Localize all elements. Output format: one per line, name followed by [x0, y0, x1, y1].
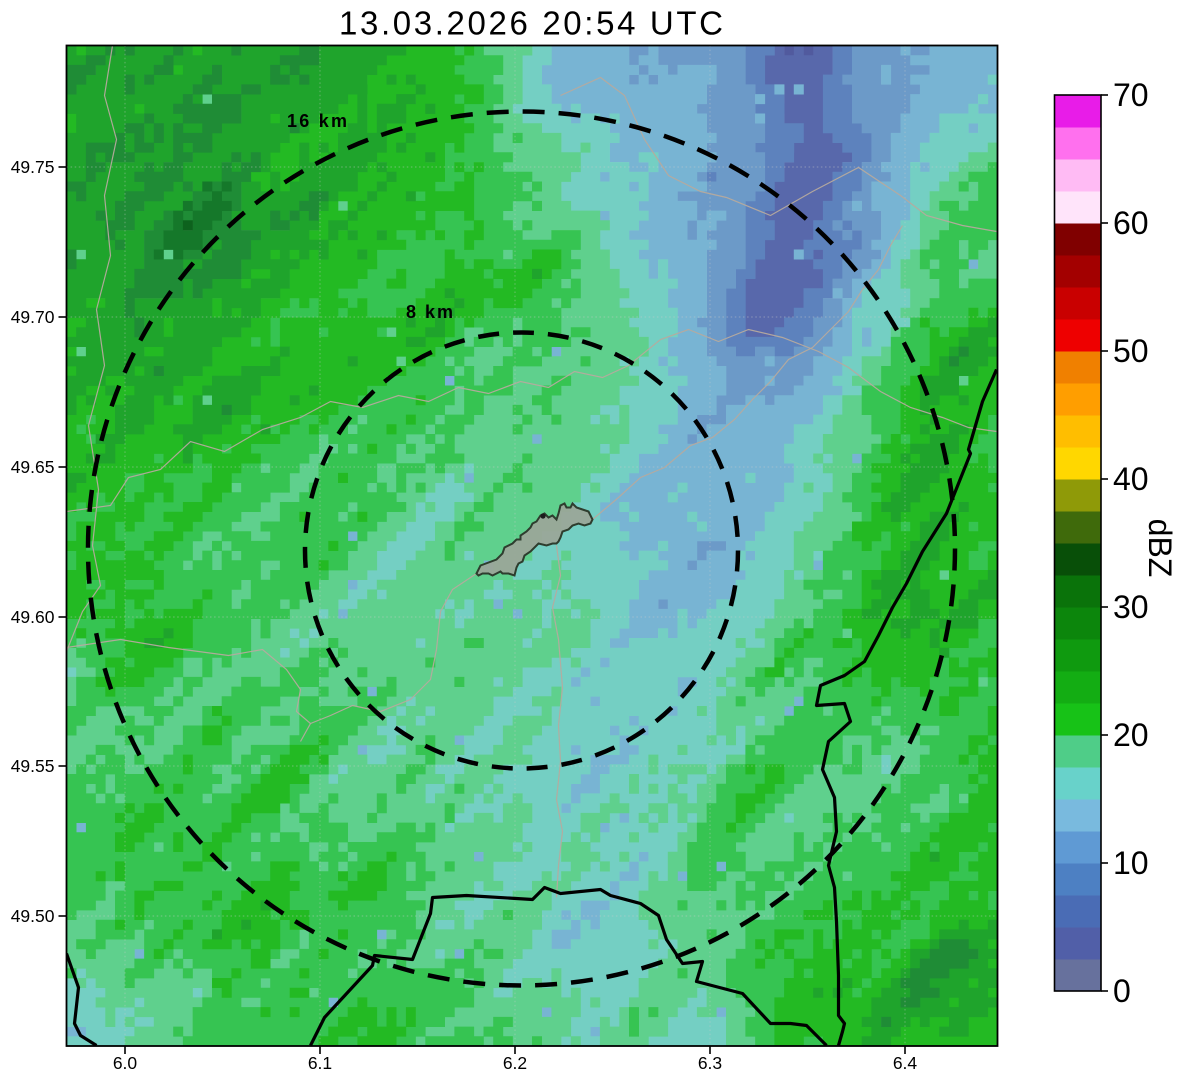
svg-text:49.60: 49.60 [11, 607, 55, 627]
svg-text:20: 20 [1113, 717, 1149, 753]
svg-text:49.70: 49.70 [11, 307, 55, 327]
svg-text:6.4: 6.4 [893, 1053, 918, 1073]
svg-text:13.03.2026 20:54 UTC: 13.03.2026 20:54 UTC [339, 5, 723, 42]
svg-text:dBZ: dBZ [1142, 519, 1178, 578]
svg-text:6.0: 6.0 [113, 1053, 138, 1073]
svg-text:49.55: 49.55 [11, 756, 55, 776]
svg-text:60: 60 [1113, 205, 1149, 241]
svg-text:70: 70 [1113, 77, 1149, 113]
svg-text:0: 0 [1113, 973, 1131, 1009]
svg-text:6.3: 6.3 [698, 1053, 722, 1073]
svg-text:30: 30 [1113, 589, 1149, 625]
svg-text:6.1: 6.1 [308, 1053, 332, 1073]
svg-text:6.2: 6.2 [503, 1053, 527, 1073]
svg-text:10: 10 [1113, 845, 1149, 881]
svg-text:40: 40 [1113, 461, 1149, 497]
svg-text:50: 50 [1113, 333, 1149, 369]
svg-text:49.65: 49.65 [11, 457, 55, 477]
svg-text:49.50: 49.50 [11, 906, 55, 926]
svg-text:8 km: 8 km [406, 302, 453, 322]
svg-text:49.75: 49.75 [11, 157, 55, 177]
